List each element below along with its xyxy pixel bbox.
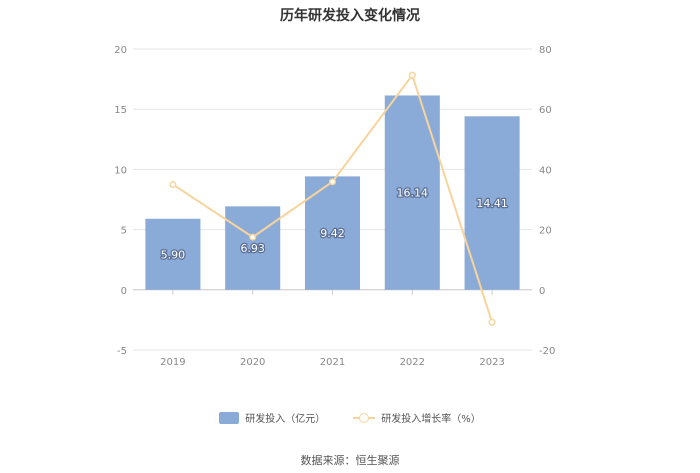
left-axis-tick-label: 20 — [114, 45, 127, 56]
bar-value-label: 16.14 — [397, 187, 429, 200]
right-axis-tick-label: 60 — [539, 105, 552, 116]
x-axis-tick-label: 2019 — [160, 357, 185, 368]
right-axis-tick-label: 0 — [539, 286, 545, 297]
bar-value-label: 6.93 — [240, 242, 265, 255]
bar — [464, 116, 520, 290]
growth-rate-point — [488, 318, 496, 326]
growth-rate-point — [408, 71, 416, 79]
x-axis-tick-label: 2023 — [479, 357, 504, 368]
legend-label-growth-rate: 研发投入增长率（%） — [381, 414, 481, 425]
bar — [145, 218, 201, 290]
growth-rate-point — [328, 178, 337, 186]
bar-series — [145, 95, 520, 290]
right-axis-tick-label: -20 — [539, 346, 555, 357]
left-axis-tick-label: 10 — [114, 165, 127, 176]
legend-item-growth-rate[interactable]: 研发投入增长率（%） — [353, 410, 481, 425]
legend-bar-swatch — [219, 411, 240, 424]
x-axis-tick-label: 2020 — [240, 357, 265, 368]
bar — [225, 206, 281, 290]
bar-value-label: 9.42 — [320, 227, 345, 240]
right-axis-tick-label: 20 — [539, 226, 552, 237]
left-axis-tick-label: -5 — [117, 346, 127, 357]
bar-value-label: 14.41 — [476, 197, 508, 210]
left-axis-tick-label: 5 — [121, 226, 127, 237]
left-axis-tick-label: 0 — [121, 286, 127, 297]
x-axis: 2019 2020 2021 2022 2023 — [133, 289, 532, 368]
left-axis: -5 0 5 10 15 20 — [114, 45, 127, 357]
legend-item-rd-investment[interactable]: 研发投入（亿元） — [219, 410, 325, 425]
growth-rate-point — [249, 233, 257, 241]
bar-value-label: 5.90 — [161, 248, 186, 261]
right-axis-tick-label: 80 — [539, 45, 552, 56]
data-source: 数据来源：恒生聚源 — [300, 454, 400, 467]
right-axis-tick-label: 40 — [539, 165, 552, 176]
left-axis-tick-label: 15 — [114, 105, 127, 116]
data-labels: 5.90 6.93 9.42 16.14 14.41 — [159, 185, 509, 262]
right-axis: -20 0 20 40 60 80 — [539, 45, 555, 357]
legend: 研发投入（亿元） 研发投入增长率（%） — [0, 410, 700, 425]
legend-label-rd-investment: 研发投入（亿元） — [245, 414, 326, 425]
growth-rate-point — [169, 180, 177, 188]
x-axis-tick-label: 2021 — [320, 357, 345, 368]
legend-line-swatch — [353, 412, 376, 424]
bar — [384, 95, 440, 290]
line-series — [169, 71, 496, 326]
chart-title: 历年研发投入变化情况 — [280, 8, 420, 24]
x-axis-tick-label: 2022 — [400, 357, 425, 368]
